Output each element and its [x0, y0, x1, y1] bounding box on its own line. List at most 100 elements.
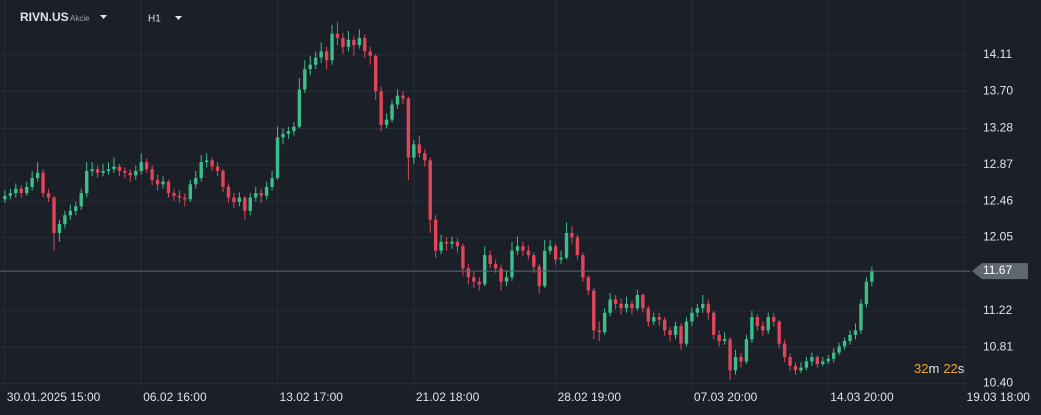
candle-body: [401, 95, 405, 99]
candle-body: [57, 224, 62, 233]
candle-body: [106, 169, 111, 171]
candle-body: [461, 246, 465, 269]
y-tick-label: 10.81: [983, 339, 1013, 353]
candle-body: [346, 39, 351, 47]
candle-body: [575, 237, 580, 256]
x-tick-label: 06.02 16:00: [143, 390, 207, 404]
candle-body: [406, 98, 411, 158]
candle-body: [559, 257, 563, 260]
candle-body: [483, 255, 487, 285]
candle-body: [357, 38, 362, 46]
timeframe-dropdown[interactable]: [175, 16, 182, 20]
candle-body: [842, 341, 847, 347]
candle-body: [150, 169, 154, 180]
plot: [0, 22, 970, 381]
candle-body: [782, 343, 787, 357]
y-tick-label: 13.70: [983, 83, 1013, 97]
candle-body: [766, 317, 770, 331]
candle-body: [286, 131, 291, 134]
candle-body: [303, 69, 307, 90]
candle-body: [548, 246, 552, 251]
candle-body: [264, 186, 269, 196]
candle-body: [646, 308, 651, 322]
candle-body: [226, 186, 231, 198]
countdown-minutes-unit: m: [928, 361, 939, 376]
candle-body: [35, 172, 40, 179]
timeframe[interactable]: H1: [148, 14, 161, 25]
candle-body: [499, 268, 503, 282]
candle-body: [515, 246, 520, 251]
candle-body: [853, 330, 858, 335]
candle-body: [510, 250, 514, 278]
candle-body: [330, 33, 334, 61]
candle-body: [750, 317, 754, 340]
candle-body: [19, 188, 23, 194]
candle-body: [472, 277, 476, 282]
candle-body: [297, 89, 302, 127]
grid: [0, 0, 970, 388]
candle-body: [444, 241, 449, 244]
x-tick-label: 30.01.2025 15:00: [7, 390, 101, 404]
candle-body: [384, 119, 389, 125]
candle-body: [95, 169, 100, 173]
candle-body: [194, 178, 198, 185]
last-price-tag: [972, 263, 1028, 280]
candle-body: [68, 210, 73, 216]
candle-body: [712, 312, 716, 335]
symbol[interactable]: RIVN.US: [20, 10, 69, 24]
x-tick-label: 14.03 20:00: [830, 390, 894, 404]
candle-body: [859, 303, 863, 331]
candle-body: [662, 319, 667, 331]
symbol-dropdown[interactable]: [100, 15, 107, 19]
candle-body: [352, 39, 356, 46]
y-tick-label: 12.46: [983, 193, 1013, 207]
candle-body: [139, 162, 143, 171]
candle-body: [804, 361, 809, 368]
candle-body: [586, 277, 591, 291]
candle-body: [870, 271, 874, 282]
candle-body: [308, 64, 312, 70]
candle-body: [526, 250, 531, 256]
candle-body: [630, 303, 634, 309]
candle-body: [848, 334, 852, 342]
asset-class: Akcie: [70, 14, 90, 23]
candle-body: [619, 303, 623, 309]
candle-body: [46, 193, 51, 198]
candle-body: [695, 308, 700, 313]
candle-body: [117, 166, 122, 171]
candle-body: [63, 215, 67, 225]
countdown-seconds-unit: s: [958, 361, 965, 376]
candle-body: [74, 206, 78, 211]
candle-body: [319, 51, 323, 58]
y-tick-label: 13.28: [983, 121, 1013, 135]
candle-body: [324, 51, 329, 61]
candle-body: [423, 153, 427, 161]
candle-body: [537, 266, 541, 287]
candle-body: [657, 317, 661, 320]
candle-body: [701, 303, 705, 309]
candle-body: [684, 321, 689, 344]
candle-body: [335, 33, 340, 39]
candle-body: [597, 330, 601, 333]
candle-body: [864, 281, 869, 304]
candle-body: [831, 352, 836, 359]
candle-body: [166, 181, 171, 194]
candle-body: [368, 51, 372, 56]
candle-body: [624, 303, 629, 309]
candle-body: [25, 186, 29, 194]
candle-body: [204, 160, 209, 163]
candle-body: [275, 137, 280, 179]
candle-body: [553, 246, 558, 260]
last-price-label: 11.67: [983, 263, 1012, 277]
axes: 10.40 10.81 11.22 12.05 12.46 12.87 13.28 13.70…: [7, 47, 1030, 404]
candle-body: [199, 162, 203, 179]
candle-body: [390, 104, 394, 120]
candle-body: [232, 197, 236, 202]
candle-body: [581, 255, 585, 278]
candle-body: [821, 361, 825, 365]
candle-body: [84, 170, 89, 194]
candle-body: [248, 197, 252, 211]
candle-body: [772, 317, 776, 322]
y-tick-label: 11.22: [983, 303, 1012, 317]
